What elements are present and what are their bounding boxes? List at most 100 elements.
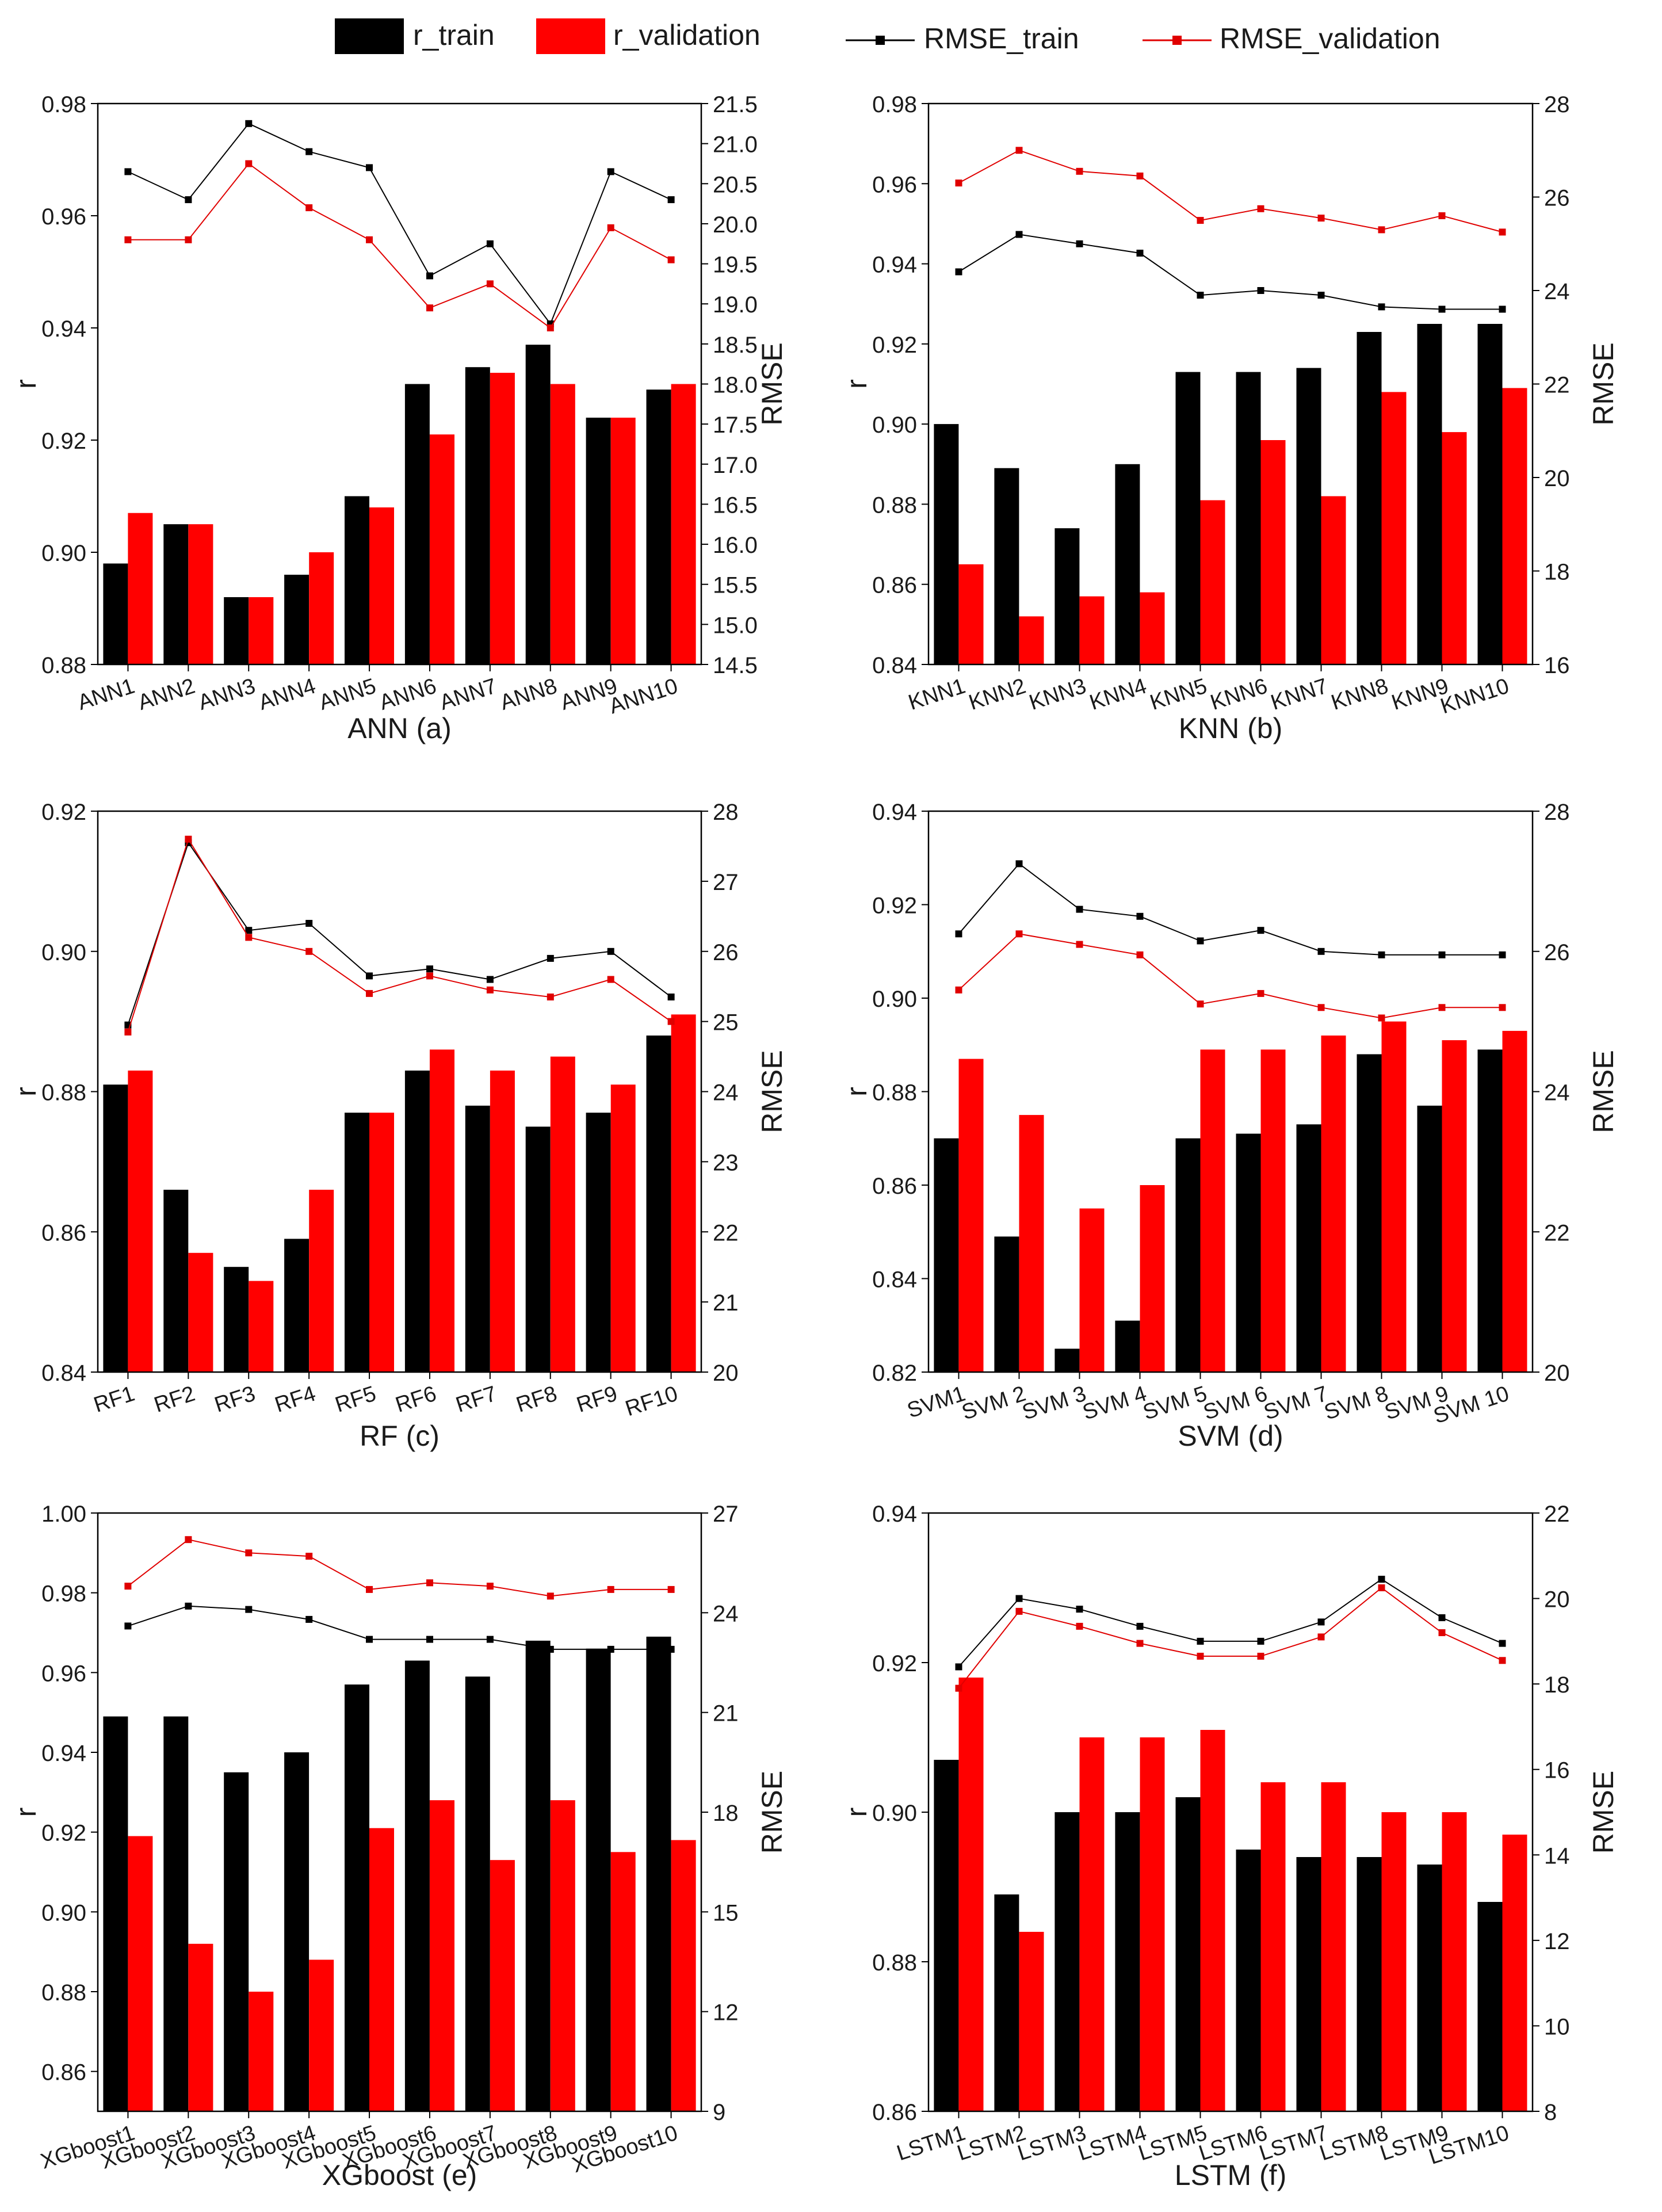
point-rmse-validation-rf3 bbox=[245, 934, 253, 941]
point-rmse-train-svm-8 bbox=[1378, 951, 1385, 958]
point-rmse-validation-svm-10 bbox=[1499, 1004, 1506, 1011]
point-rmse-train-knn3 bbox=[1076, 240, 1083, 247]
bar-r-validation-lstm2 bbox=[1019, 1932, 1044, 2111]
bar-r-validation-knn7 bbox=[1321, 496, 1346, 664]
y-tick-label: 0.90 bbox=[872, 412, 917, 438]
y2-tick-label: 21 bbox=[713, 1290, 739, 1316]
y2-tick-label: 20 bbox=[1544, 1361, 1570, 1386]
y2-axis-title: RMSE bbox=[1587, 1050, 1619, 1133]
point-rmse-validation-lstm2 bbox=[1015, 1607, 1023, 1615]
y-tick-label: 0.92 bbox=[41, 800, 86, 825]
bar-r-train-ann6 bbox=[404, 384, 430, 664]
point-rmse-validation-knn4 bbox=[1136, 172, 1144, 179]
legend-item-r-validation: r_validation bbox=[536, 18, 761, 54]
x-tick-label-rf3: RF3 bbox=[212, 1382, 258, 1418]
point-rmse-train-ann2 bbox=[185, 196, 192, 204]
point-rmse-train-knn4 bbox=[1136, 250, 1144, 257]
point-rmse-validation-svm-4 bbox=[1136, 951, 1144, 958]
point-rmse-validation-rf2 bbox=[185, 835, 192, 843]
line-rmse-train bbox=[127, 123, 672, 326]
point-rmse-validation-svm-3 bbox=[1076, 941, 1083, 948]
bar-r-train-ann8 bbox=[525, 345, 551, 664]
line-rmse-train bbox=[128, 1605, 671, 1650]
point-rmse-validation-lstm7 bbox=[1317, 1633, 1325, 1641]
bar-r-validation-xgboost4 bbox=[309, 1959, 334, 2111]
x-tick-label-knn8: KNN8 bbox=[1328, 674, 1391, 715]
bar-r-train-lstm1 bbox=[934, 1760, 959, 2111]
legend-item-r-train: r_train bbox=[335, 18, 495, 54]
bar-r-validation-svm-4 bbox=[1140, 1185, 1165, 1372]
point-rmse-train-ann10 bbox=[667, 196, 675, 204]
line-rmse-validation bbox=[958, 933, 1503, 1019]
x-tick-label-ann1: ANN1 bbox=[75, 674, 137, 715]
point-rmse-validation-svm-9 bbox=[1438, 1004, 1446, 1011]
point-rmse-validation-lstm4 bbox=[1136, 1640, 1144, 1647]
y2-axis-title: RMSE bbox=[1587, 1771, 1619, 1854]
point-rmse-train-ann5 bbox=[366, 164, 373, 171]
point-rmse-validation-xgboost2 bbox=[185, 1536, 192, 1544]
x-tick-label-knn2: KNN2 bbox=[966, 674, 1029, 715]
bar-r-validation-ann1 bbox=[128, 513, 153, 664]
bar-r-train-knn3 bbox=[1054, 528, 1080, 664]
point-rmse-train-lstm9 bbox=[1438, 1614, 1446, 1621]
y-tick-label: 0.88 bbox=[872, 1950, 917, 1976]
bar-r-train-svm-2 bbox=[994, 1236, 1019, 1372]
y2-tick-label: 19.5 bbox=[713, 253, 758, 278]
bar-r-validation-lstm6 bbox=[1260, 1782, 1286, 2111]
y-tick-label: 0.86 bbox=[872, 1174, 917, 1199]
point-rmse-validation-lstm5 bbox=[1197, 1652, 1204, 1660]
point-rmse-train-rf3 bbox=[245, 927, 253, 934]
line-rmse-train bbox=[127, 841, 672, 1026]
point-rmse-validation-ann8 bbox=[547, 324, 554, 331]
y2-tick-label: 20 bbox=[1544, 466, 1570, 491]
bar-r-train-ann9 bbox=[586, 418, 611, 664]
point-rmse-train-xgboost4 bbox=[305, 1615, 313, 1623]
point-rmse-validation-rf7 bbox=[486, 986, 494, 994]
bar-r-validation-rf9 bbox=[610, 1084, 636, 1372]
point-rmse-train-rf7 bbox=[486, 976, 494, 983]
bar-r-train-svm-8 bbox=[1357, 1054, 1382, 1372]
y2-tick-label: 20.0 bbox=[713, 212, 758, 238]
point-rmse-train-lstm3 bbox=[1076, 1606, 1083, 1613]
y2-tick-label: 28 bbox=[713, 800, 739, 825]
bar-r-validation-knn2 bbox=[1019, 616, 1044, 664]
x-tick-label-ann7: ANN7 bbox=[437, 674, 499, 715]
y2-tick-label: 24 bbox=[1544, 1080, 1570, 1106]
y2-axis-title: RMSE bbox=[1587, 342, 1619, 425]
point-rmse-validation-svm-6 bbox=[1257, 990, 1264, 997]
x-tick-label-ann5: ANN5 bbox=[316, 674, 379, 715]
point-rmse-validation-xgboost7 bbox=[486, 1583, 494, 1590]
point-rmse-validation-lstm8 bbox=[1378, 1584, 1385, 1591]
bar-r-train-rf2 bbox=[163, 1190, 189, 1372]
bar-r-validation-rf5 bbox=[369, 1113, 394, 1372]
y-tick-label: 0.98 bbox=[41, 1581, 86, 1607]
y2-axis-title: RMSE bbox=[756, 1771, 788, 1854]
y-tick-label: 0.96 bbox=[41, 204, 86, 230]
point-rmse-train-lstm4 bbox=[1136, 1622, 1144, 1630]
y2-tick-label: 17.5 bbox=[713, 412, 758, 438]
point-rmse-validation-ann5 bbox=[366, 236, 373, 243]
y-tick-label: 0.88 bbox=[872, 1080, 917, 1106]
line-rmse-validation bbox=[127, 838, 672, 1033]
point-rmse-validation-lstm6 bbox=[1257, 1652, 1264, 1660]
point-rmse-validation-ann6 bbox=[426, 304, 433, 312]
point-rmse-validation-rf4 bbox=[305, 948, 313, 955]
legend-label-rmse-validation: RMSE_validation bbox=[1220, 22, 1441, 55]
bar-r-validation-knn5 bbox=[1200, 500, 1225, 664]
y-tick-label: 0.94 bbox=[872, 253, 917, 278]
point-rmse-validation-xgboost3 bbox=[245, 1549, 253, 1557]
bar-r-train-lstm5 bbox=[1175, 1797, 1201, 2111]
x-tick-label-knn5: KNN5 bbox=[1147, 674, 1210, 715]
x-tick-label-knn4: KNN4 bbox=[1087, 674, 1149, 715]
x-tick-label-rf10: RF10 bbox=[622, 1382, 681, 1422]
point-rmse-train-xgboost10 bbox=[667, 1645, 675, 1653]
point-rmse-train-knn2 bbox=[1015, 231, 1023, 238]
y2-tick-label: 26 bbox=[713, 940, 739, 965]
point-rmse-train-ann7 bbox=[486, 240, 494, 247]
bar-r-train-xgboost9 bbox=[586, 1648, 611, 2111]
y2-tick-label: 15 bbox=[713, 1900, 739, 1926]
y2-tick-label: 12 bbox=[1544, 1929, 1570, 1954]
bar-r-train-svm-10 bbox=[1477, 1049, 1503, 1372]
point-rmse-train-rf4 bbox=[305, 920, 313, 927]
bar-r-train-svm-4 bbox=[1115, 1320, 1140, 1372]
